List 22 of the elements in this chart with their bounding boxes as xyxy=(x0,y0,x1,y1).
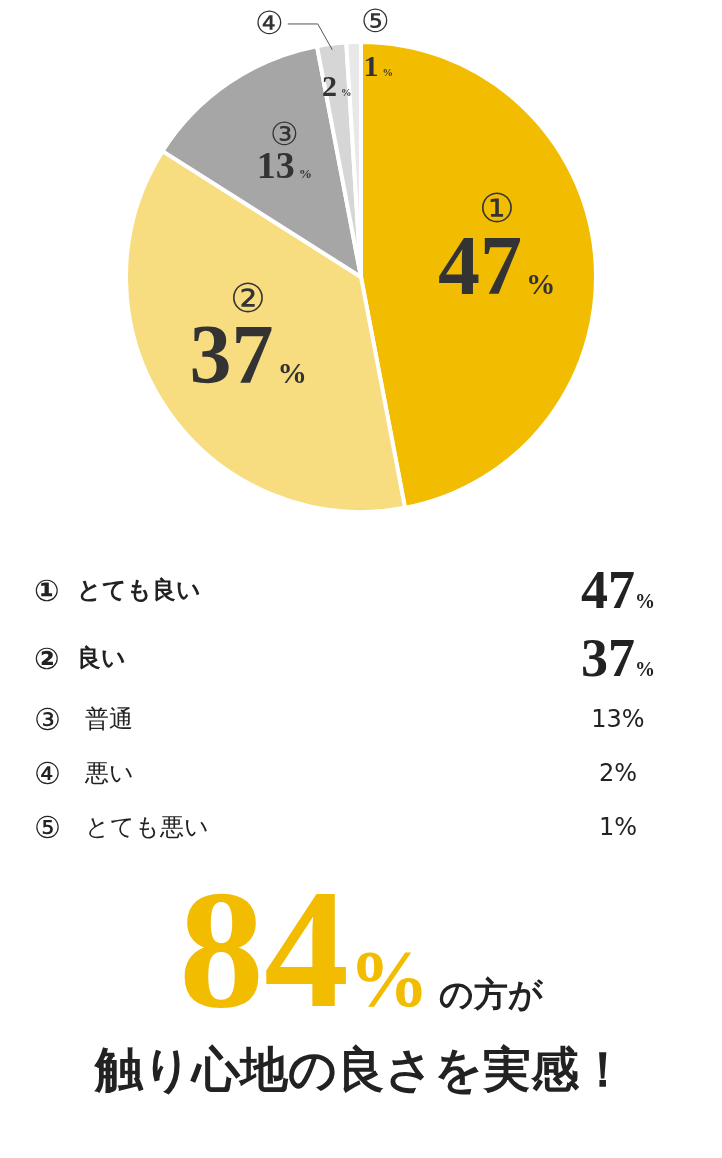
data-label: 1% xyxy=(363,49,394,83)
category-label: ⑤ xyxy=(34,809,61,845)
text: 47% xyxy=(581,560,655,620)
slice-label: ③ xyxy=(269,116,299,153)
text: 2% xyxy=(598,759,638,787)
text: 84%の方が xyxy=(179,855,543,1043)
text: 13% xyxy=(591,705,645,733)
text: 普通 xyxy=(84,704,134,735)
category-label: ③ xyxy=(34,701,61,737)
text: とても悪い xyxy=(84,812,210,843)
text: 良い xyxy=(77,643,128,674)
category-label: ① xyxy=(34,572,60,608)
text: 悪い xyxy=(84,758,135,789)
slice-label: ④ xyxy=(255,4,285,41)
category-label: ② xyxy=(34,640,60,676)
category-label: ④ xyxy=(34,755,61,791)
text: とても良い xyxy=(77,575,203,606)
text: 1% xyxy=(598,813,638,841)
text: 触り心地の良さを実感！ xyxy=(93,1040,628,1099)
slice-label: ⑤ xyxy=(360,3,390,40)
text: 37% xyxy=(581,628,655,688)
data-label: 2% xyxy=(322,69,352,103)
